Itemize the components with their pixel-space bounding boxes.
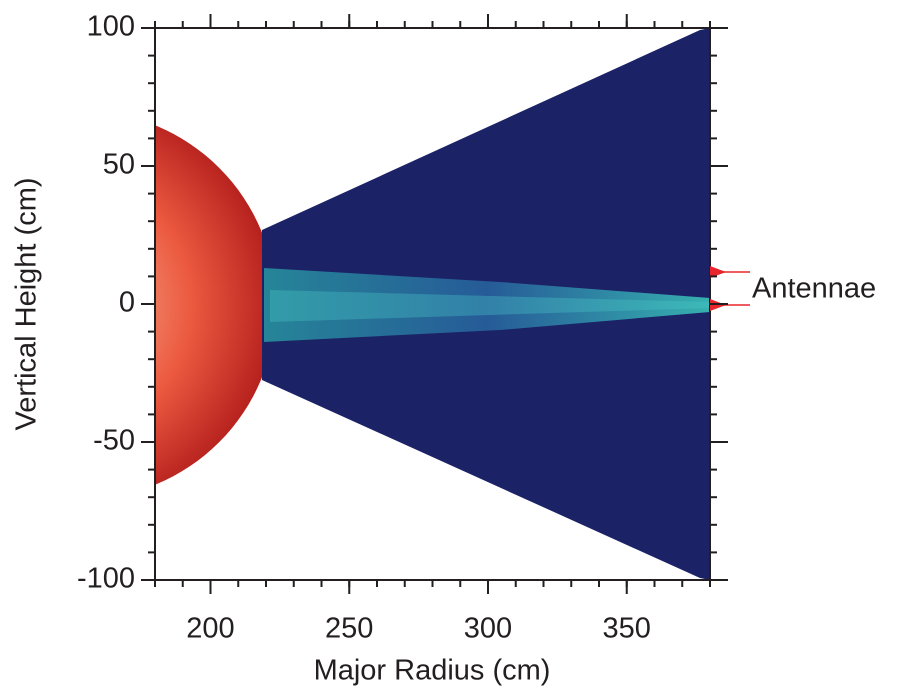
beam-core xyxy=(270,290,710,322)
x-tick-label: 200 xyxy=(186,613,234,645)
y-tick-label: 0 xyxy=(119,287,135,319)
sphere xyxy=(155,125,276,485)
y-axis-label: Vertical Height (cm) xyxy=(11,177,43,430)
y-tick-label: 100 xyxy=(87,11,135,43)
x-tick-label: 300 xyxy=(464,613,512,645)
y-tick-label: -100 xyxy=(77,563,135,595)
y-tick-label: 50 xyxy=(103,149,135,181)
x-axis-label: Major Radius (cm) xyxy=(314,655,551,687)
y-tick-label: -50 xyxy=(93,425,135,457)
annotation: Antennae xyxy=(752,273,876,305)
x-tick-label: 350 xyxy=(603,613,651,645)
x-tick-label: 250 xyxy=(325,613,373,645)
beam xyxy=(264,268,710,342)
image xyxy=(155,28,710,580)
